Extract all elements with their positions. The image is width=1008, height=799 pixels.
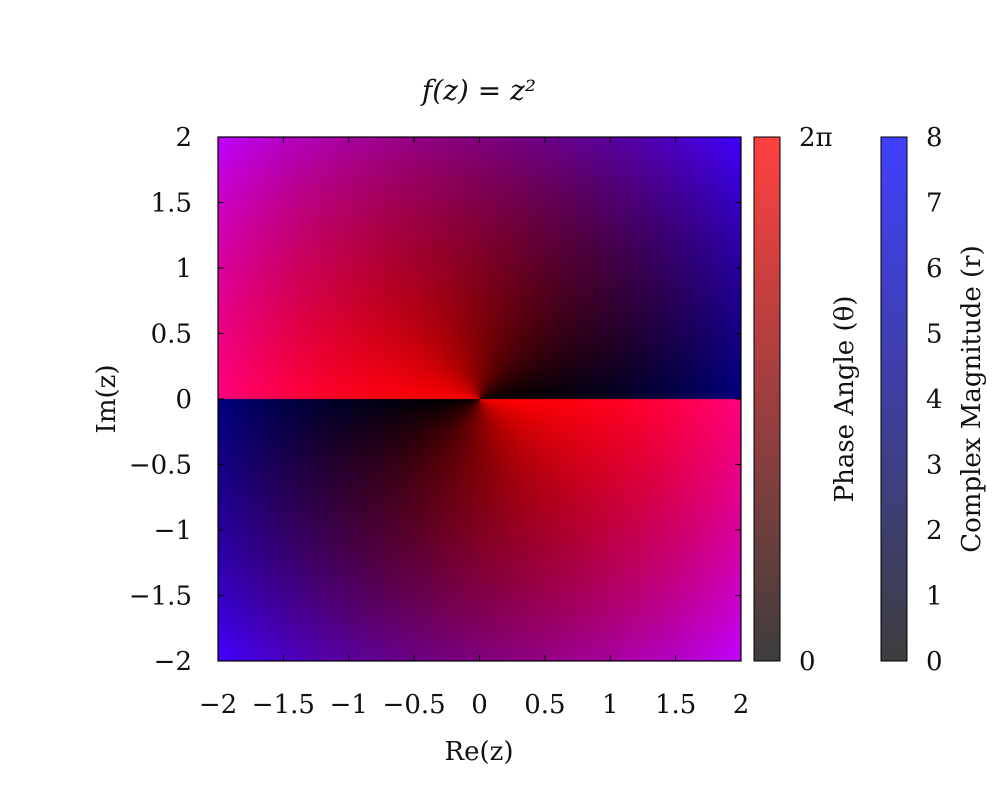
y-tick-label: 0 <box>175 385 192 415</box>
y-axis-label: Im(z) <box>92 365 122 434</box>
domain-coloring-heatmap <box>218 137 741 661</box>
magnitude-tick-label: 6 <box>926 254 943 284</box>
y-axis-ticks: −2 −1.5 −1 −0.5 0 0.5 1 1.5 2 <box>129 123 741 677</box>
plot-frame <box>217 136 742 662</box>
phase-tick-label: 2π <box>799 123 833 153</box>
x-tick-label: −2 <box>199 690 237 720</box>
x-tick-label: −1 <box>330 690 368 720</box>
magnitude-tick-label: 2 <box>926 516 943 546</box>
magnitude-tick-label: 7 <box>926 189 943 219</box>
magnitude-tick-label: 8 <box>926 123 943 153</box>
chart-title: f(z) = z² <box>420 74 536 107</box>
magnitude-colorbar <box>880 136 908 662</box>
phase-colorbar-label: Phase Angle (θ) <box>830 296 860 503</box>
x-axis-label: Re(z) <box>445 737 514 767</box>
magnitude-tick-label: 3 <box>926 451 943 481</box>
phase-colorbar-ticks: 0 2π <box>799 123 833 677</box>
phase-tick-label: 0 <box>799 647 816 677</box>
y-tick-label: 1.5 <box>151 189 192 219</box>
magnitude-tick-label: 0 <box>926 647 943 677</box>
x-tick-label: −1.5 <box>252 690 315 720</box>
x-tick-label: 0.5 <box>524 690 565 720</box>
x-tick-label: −0.5 <box>383 690 446 720</box>
x-axis-ticks: −2 −1.5 −1 −0.5 0 0.5 1 1.5 2 <box>199 137 749 720</box>
x-tick-label: 0 <box>471 690 488 720</box>
x-tick-label: 1 <box>602 690 619 720</box>
y-tick-label: −2 <box>154 647 192 677</box>
magnitude-tick-label: 1 <box>926 582 943 612</box>
y-tick-label: −1 <box>154 516 192 546</box>
y-tick-label: 0.5 <box>151 320 192 350</box>
phase-colorbar <box>753 136 781 662</box>
magnitude-tick-label: 5 <box>926 320 943 350</box>
magnitude-colorbar-label: Complex Magnitude (r) <box>957 245 987 553</box>
x-tick-label: 1.5 <box>655 690 696 720</box>
y-tick-label: −0.5 <box>129 451 192 481</box>
magnitude-tick-label: 4 <box>926 385 943 415</box>
x-tick-label: 2 <box>733 690 750 720</box>
y-tick-label: 2 <box>175 123 192 153</box>
y-tick-label: −1.5 <box>129 582 192 612</box>
y-tick-label: 1 <box>175 254 192 284</box>
magnitude-colorbar-ticks: 0 1 2 3 4 5 6 7 8 <box>926 123 943 677</box>
